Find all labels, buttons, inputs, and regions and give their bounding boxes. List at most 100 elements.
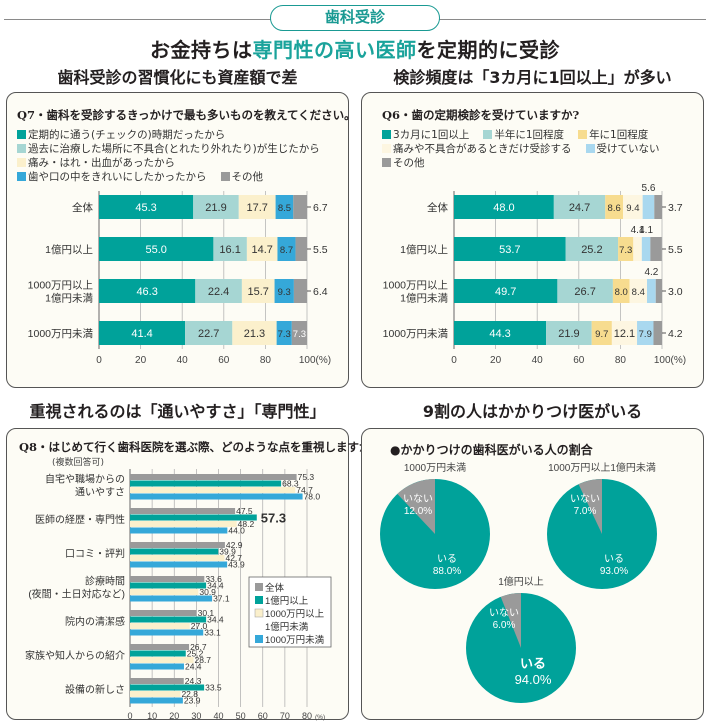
- category-label: 院内の清潔感: [65, 615, 125, 628]
- bar-segment: [246, 237, 278, 261]
- legend-label: 3カ月に1回以上: [393, 129, 470, 141]
- data-label: 4.2: [644, 267, 658, 278]
- bar-segment: [557, 279, 613, 303]
- q7-question: Q7・歯科を受診するきっかけで最も多いものを教えてください。: [17, 108, 356, 122]
- legend-label: 定期的に通う(チェックの)時期だったから: [28, 129, 226, 141]
- x-tick-label: 80: [615, 355, 627, 366]
- legend-label: 痛みや不具合があるときだけ受診する: [393, 143, 572, 155]
- bar: [130, 576, 205, 582]
- bar: [130, 629, 204, 636]
- q7-chart: 全体 45.3 21.9 17.7 8.5 6.7 1億円以上 55.0 16.1 14.7 8.7…: [28, 191, 331, 366]
- data-label: 7.3: [293, 329, 306, 340]
- q7-panel: Q7・歯科を受診するきっかけで最も多いものを教えてください。 定期的に通う(チェ…: [6, 92, 356, 388]
- legend-item: その他: [382, 157, 425, 169]
- legend-item: その他: [220, 171, 263, 183]
- bar: [130, 474, 297, 480]
- legend-swatch: [255, 596, 263, 604]
- q6-section-title: 検診頻度は「3カ月に1回以上」が多い: [393, 68, 672, 87]
- legend-swatch: [578, 130, 588, 139]
- pie-label: 1億円以上: [498, 575, 544, 588]
- data-label: 15.7: [248, 286, 269, 298]
- bar: [130, 610, 197, 616]
- bar: [130, 555, 225, 561]
- category-label: 医師の経歴・専門性: [35, 513, 125, 526]
- data-label: 48.0: [493, 202, 514, 214]
- legend-swatch: [254, 608, 264, 618]
- data-label: 48.2: [238, 519, 255, 529]
- legend-swatch: [17, 130, 26, 139]
- legend-swatch: [483, 130, 493, 139]
- data-label: 46.3: [136, 286, 157, 298]
- data-label: 75.3: [298, 472, 315, 482]
- bar-segment: [591, 321, 612, 345]
- legend-swatch: [17, 172, 26, 181]
- slice-label-value: 12.0%: [404, 506, 432, 517]
- category-label: 口コミ・評判: [65, 547, 125, 560]
- bar-segment: [454, 321, 547, 345]
- data-label: 53.7: [499, 244, 520, 256]
- pie: [380, 479, 490, 589]
- bar-segment: [193, 195, 239, 219]
- bar: [130, 487, 296, 493]
- x-unit-label: (%): [315, 714, 325, 721]
- data-label: 8.5: [278, 203, 291, 214]
- bar-segment: [565, 237, 619, 261]
- pie-title: ●かかりつけの歯科医がいる人の割合: [390, 443, 593, 457]
- bar-segment: [618, 237, 634, 261]
- legend-label: 過去に治療した場所に不具合(とれたり外れたり)が生じたから: [28, 143, 320, 155]
- data-label: 26.7: [574, 286, 595, 298]
- data-label: 33.6: [205, 574, 222, 584]
- legend-label: 痛み・はれ・出血があったから: [28, 157, 175, 169]
- x-tick-label: 50: [236, 711, 246, 721]
- bar: [130, 480, 282, 487]
- data-label: 21.9: [205, 202, 226, 214]
- x-tick-label: 10: [147, 711, 157, 721]
- bar: [130, 644, 190, 650]
- bar-segment: [629, 279, 648, 303]
- data-label: 3.0: [668, 286, 683, 298]
- category-label: 1000万円以上: [28, 280, 93, 292]
- category-label: 1億円未満: [45, 292, 93, 305]
- data-label: 33.5: [205, 683, 222, 693]
- slice-label-value: 93.0%: [600, 566, 628, 577]
- bar: [130, 678, 184, 684]
- bar-segment: [99, 237, 214, 261]
- bar: [130, 650, 186, 657]
- data-label: 8.6: [608, 203, 621, 214]
- legend-row: その他: [382, 155, 425, 170]
- data-label: 12.1: [614, 328, 635, 340]
- bar: [130, 508, 236, 514]
- legend-label: 歯や口の中をきれいにしたかったから: [28, 171, 207, 183]
- bar: [130, 684, 205, 691]
- legend-swatch: [17, 158, 26, 167]
- x-tick-label: 20: [490, 355, 502, 366]
- category-label: 設備の新しさ: [65, 683, 125, 696]
- data-label: 68.3: [282, 479, 299, 489]
- q7-section-title: 歯科受診の習慣化にも資産額で差: [57, 68, 298, 87]
- data-label: 24.4: [185, 662, 202, 672]
- bar-segment: [291, 321, 307, 345]
- legend-label: 1億円以上: [265, 595, 309, 607]
- bar-segment: [454, 195, 554, 219]
- data-label: 34.4: [207, 615, 224, 625]
- data-label: 42.7: [225, 553, 242, 563]
- page-title: お金持ちは専門性の高い医師を定期的に受診: [0, 34, 710, 63]
- legend-swatch: [382, 158, 391, 167]
- data-label: 25.2: [187, 649, 204, 659]
- legend-item: 過去に治療した場所に不具合(とれたり外れたり)が生じたから: [17, 143, 320, 155]
- data-label: 42.9: [226, 540, 243, 550]
- data-label: 39.9: [219, 547, 236, 557]
- bar: [130, 595, 213, 602]
- legend-swatch: [255, 635, 263, 643]
- legend-item: 年に1回程度: [578, 129, 648, 141]
- data-label: 34.4: [207, 581, 224, 591]
- bar-segment: [99, 321, 186, 345]
- data-label: 16.1: [219, 244, 240, 256]
- legend-row: 痛み・はれ・出血があったから: [17, 155, 175, 170]
- data-label: 27.0: [191, 621, 208, 631]
- bar: [130, 657, 194, 663]
- data-label: 8.0: [615, 287, 628, 298]
- data-label: 9.3: [278, 287, 291, 298]
- x-tick-label: 60: [258, 711, 268, 721]
- data-label: 24.3: [185, 676, 202, 686]
